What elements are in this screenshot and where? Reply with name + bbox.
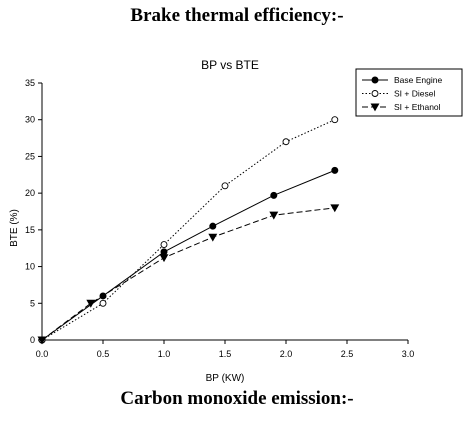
x-tick-label: 1.5	[219, 349, 232, 359]
y-tick-label: 30	[25, 115, 35, 125]
x-tick-labels: 0.0 0.5 1.0 1.5 2.0 2.5 3.0	[36, 349, 415, 359]
data-point	[221, 182, 229, 190]
data-point	[159, 254, 169, 263]
series-si-ethanol	[37, 204, 340, 345]
legend-marker	[370, 103, 380, 112]
y-axis-label: BTE (%)	[9, 209, 20, 247]
chart-title: BP vs BTE	[201, 58, 259, 72]
y-tick-labels: 0 5 10 15 20 25 30 35	[25, 78, 35, 345]
series-line	[41, 169, 335, 341]
data-point	[269, 211, 279, 220]
section-heading-carbon-monoxide-emission: Carbon monoxide emission:-	[120, 388, 354, 409]
y-tick-label: 35	[25, 78, 35, 88]
data-point	[209, 222, 217, 230]
data-point	[37, 336, 47, 345]
series-si-diesel	[38, 116, 339, 344]
x-tick-label: 2.0	[280, 349, 293, 359]
y-tick-label: 5	[30, 298, 35, 308]
y-tick-label: 10	[25, 262, 35, 272]
y-tick-label: 20	[25, 188, 35, 198]
x-tick-label: 0.0	[36, 349, 49, 359]
y-tick-label: 25	[25, 151, 35, 161]
series-base-engine	[38, 166, 339, 344]
section-heading-brake-thermal-efficiency: Brake thermal efficiency:-	[130, 5, 344, 26]
legend-marker	[371, 76, 379, 84]
x-tick-label: 1.0	[158, 349, 171, 359]
y-tick-label: 0	[30, 335, 35, 345]
legend-label: SI + Ethanol	[394, 102, 441, 112]
legend-label: Base Engine	[394, 75, 442, 85]
x-tick-label: 0.5	[97, 349, 110, 359]
legend-marker	[371, 90, 379, 97]
x-axis-label: BP (KW)	[206, 373, 245, 384]
data-point	[282, 138, 290, 146]
data-point	[330, 204, 340, 213]
x-tick-label: 2.5	[341, 349, 354, 359]
y-tick-label: 15	[25, 225, 35, 235]
data-point	[86, 299, 96, 308]
data-point	[331, 116, 339, 124]
data-point	[99, 299, 107, 307]
data-point	[160, 248, 168, 256]
data-point	[270, 191, 278, 199]
chart-axes	[38, 82, 409, 344]
chart-legend: Base Engine SI + Diesel SI + Ethanol	[355, 68, 463, 117]
chart-series	[37, 116, 340, 345]
data-point	[208, 233, 218, 242]
legend-label: SI + Diesel	[394, 89, 435, 99]
series-line	[41, 207, 335, 341]
x-tick-label: 3.0	[402, 349, 415, 359]
data-point	[331, 166, 339, 174]
data-point	[160, 241, 168, 248]
